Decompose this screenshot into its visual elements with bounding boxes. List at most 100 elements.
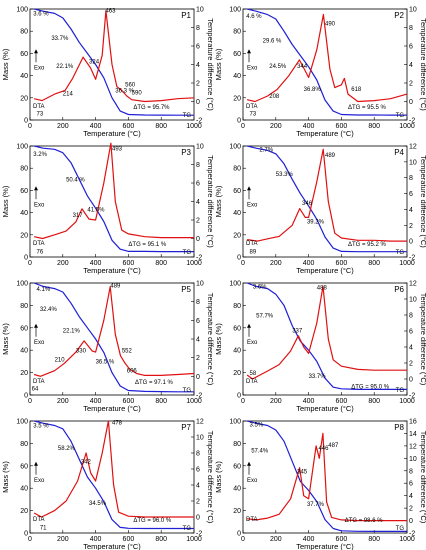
chart-panel-p2: 0 200 400 600 800 1000020406080100-20246810Te… [214, 7, 426, 139]
exo-label: Exo [34, 478, 45, 484]
annotation-label: 3.6% [253, 285, 267, 291]
series-dta-line [33, 10, 195, 103]
y2-tick-label: 0 [409, 99, 413, 106]
plot-frame [242, 145, 408, 258]
y2-tick-label: 2 [409, 506, 413, 513]
exo-label: Exo [247, 340, 258, 346]
y-tick-label: 80 [233, 441, 241, 448]
exo-label: Exo [247, 65, 258, 71]
annotation-label: 36.3 % [115, 88, 134, 94]
y2-tick-label: 8 [409, 468, 413, 475]
x-tick-label: 800 [368, 536, 380, 543]
annotation-label: 53.3% [276, 172, 294, 178]
y2-tick-label: 6 [196, 44, 200, 51]
y2-tick-label: 12 [409, 144, 417, 151]
x-tick-label: 200 [57, 536, 69, 543]
y2-tick-label: 4 [409, 493, 413, 500]
y2-tick-label: 0 [409, 377, 413, 384]
y2-tick-label: -2 [196, 118, 202, 125]
annotation-label: ΔTG = 97.1 % [135, 380, 174, 386]
y2-tick-label: -2 [196, 255, 202, 262]
annotation-label: 560 [125, 83, 136, 89]
x-tick-label: 600 [123, 398, 135, 405]
annotation-label: 446 [318, 446, 329, 452]
annotation-label: 36.5 % [96, 360, 115, 366]
annotation-label: ΔTG = 95.2 % [348, 242, 387, 248]
y-tick-label: 100 [229, 144, 241, 151]
x-tick-label: 600 [123, 260, 135, 267]
annotation-label: 57.7% [256, 314, 274, 320]
tg-curve-label: TG [183, 250, 192, 256]
annotation-label: 73 [250, 112, 257, 118]
y2-axis-label: Temperature difference (°C) [206, 18, 215, 111]
x-tick-label: 200 [270, 123, 282, 130]
annotation-label: 317 [73, 213, 84, 219]
x-tick-label: 200 [57, 398, 69, 405]
dta-curve-label: DTA [33, 241, 45, 247]
annotation-label: ΔTG = 96.0 % [133, 518, 172, 524]
y2-tick-label: 4 [196, 483, 200, 490]
y-tick-label: 100 [16, 144, 28, 151]
x-tick-label: 800 [368, 123, 380, 130]
y-tick-label: 40 [20, 73, 28, 80]
plot-frame [242, 282, 408, 396]
annotation-label: 344 [297, 64, 308, 70]
x-tick-label: 400 [90, 536, 102, 543]
x-tick-label: 400 [303, 260, 315, 267]
panel-label: P5 [181, 285, 191, 294]
y-tick-label: 40 [20, 348, 28, 355]
x-axis-label: Temperature (°C) [296, 129, 354, 138]
y2-tick-label: 8 [196, 25, 200, 32]
panel-label: P1 [181, 11, 191, 20]
plot-frame [29, 420, 195, 534]
series-dta-line [33, 286, 195, 377]
y2-tick-label: 10 [409, 159, 417, 166]
chart-panel-p1: 0 200 400 600 800 1000020406080100-20246810Te… [1, 7, 215, 139]
x-tick-label: 1000 [186, 536, 202, 543]
y-tick-label: 0 [237, 255, 241, 262]
panel-label: P8 [394, 423, 404, 432]
x-tick-label: 1000 [186, 398, 202, 405]
annotation-label: 342 [81, 460, 92, 466]
annotation-label: ΔTG = 95.0 % [351, 384, 390, 390]
annotation-label: 58.2% [58, 446, 76, 452]
chart-panel-p6: 0 200 400 600 800 1000 0 20 40 60 80 100 -2 0 2 4 6 8 10 12… [214, 281, 426, 414]
y2-tick-label: 0 [409, 518, 413, 525]
series-dta-line [33, 420, 194, 518]
y-tick-label: 80 [20, 303, 28, 310]
annotation-label: 330 [76, 348, 87, 354]
annotation-label: 34.5% [89, 501, 107, 507]
exo-arrowhead [247, 186, 251, 191]
annotation-label: 618 [351, 87, 362, 93]
y2-tick-label: 4 [409, 345, 413, 352]
y-tick-label: 20 [20, 370, 28, 377]
y2-tick-label: 14 [409, 431, 417, 438]
y2-axis-label: Temperature difference (°C) [206, 431, 215, 524]
y2-tick-label: 10 [196, 435, 204, 442]
y2-tick-label: 0 [409, 239, 413, 246]
annotation-label: 73 [37, 112, 44, 118]
annotation-label: 590 [132, 90, 143, 96]
series-dta-line [33, 142, 194, 240]
y2-tick-label: 6 [196, 318, 200, 325]
y-axis-label: Mass (%) [1, 461, 10, 493]
y2-tick-label: 12 [409, 443, 417, 450]
annotation-label: ΔTG = 95.5 % [348, 105, 387, 111]
y2-tick-label: 2 [409, 81, 413, 88]
y-tick-label: 100 [16, 419, 28, 426]
tg-curve-label: TG [183, 526, 192, 532]
y2-tick-label: -2 [196, 531, 202, 538]
y2-tick-label: 10 [196, 7, 204, 14]
y2-tick-label: 8 [409, 175, 413, 182]
y-tick-label: 100 [229, 281, 241, 288]
y-tick-label: 0 [24, 255, 28, 262]
annotation-label: 3.5 % [33, 424, 49, 430]
y-axis-label: Mass (%) [1, 323, 10, 355]
y-tick-label: 40 [233, 348, 241, 355]
y2-tick-label: -2 [196, 393, 202, 400]
x-tick-label: 0 [28, 123, 32, 130]
y-tick-label: 40 [20, 486, 28, 493]
y2-tick-label: 4 [196, 199, 200, 206]
y-tick-label: 0 [24, 393, 28, 400]
x-tick-label: 0 [28, 260, 32, 267]
